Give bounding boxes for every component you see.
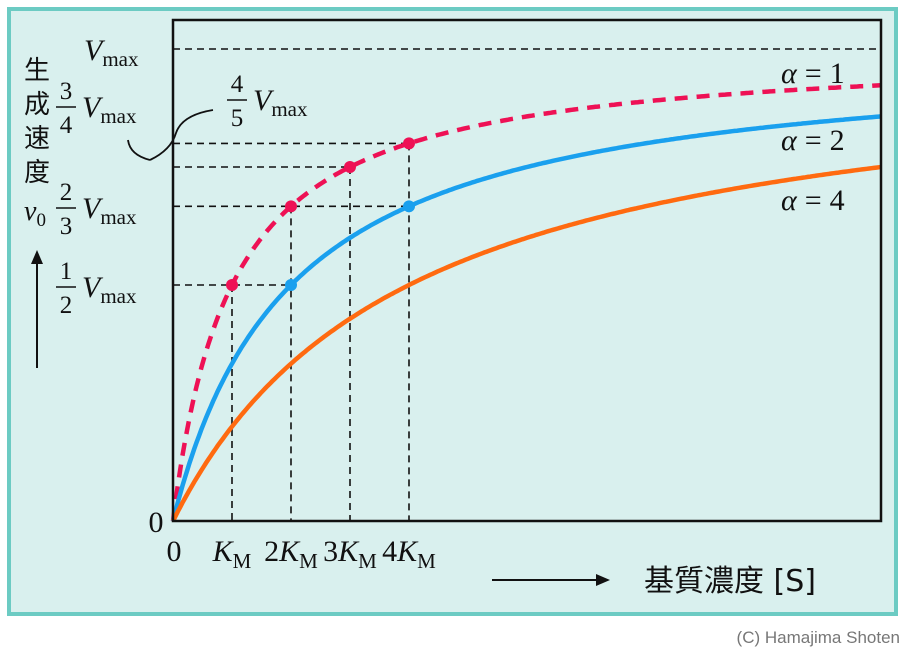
x-axis-arrow-head: [596, 574, 610, 586]
svg-text:Vmax: Vmax: [82, 271, 137, 308]
svg-text:4: 4: [60, 112, 73, 139]
chart-frame: [7, 7, 898, 616]
curves: [170, 83, 882, 523]
x-tick-label: 2KM: [264, 535, 318, 573]
x-tick-label: 4KM: [382, 535, 436, 573]
y-tick-label: Vmax: [84, 34, 139, 71]
data-point: [403, 200, 415, 213]
svg-text:1: 1: [60, 258, 73, 285]
x-tick-label: KM: [212, 535, 252, 573]
series-label-alpha-1: α = 1: [781, 57, 845, 90]
marked-points: [226, 137, 415, 291]
svg-text:4: 4: [231, 71, 244, 98]
svg-text:Vmax: Vmax: [84, 34, 139, 71]
plot-area: [171, 18, 883, 523]
series-label-alpha-4: α = 4: [781, 184, 845, 217]
copyright-text: (C) Hamajima Shoten: [736, 628, 900, 647]
y-tick-label: 3 4 Vmax: [56, 78, 137, 139]
y-axis-label-char: 生: [24, 56, 50, 86]
x-origin-label: 0: [167, 535, 182, 568]
data-point: [226, 279, 238, 291]
annotation-leader: [127, 139, 151, 161]
y-axis-label-char: 速: [24, 124, 50, 154]
curve-alpha-1: [170, 83, 882, 522]
data-point: [285, 279, 297, 291]
annotation-leader: [149, 109, 214, 161]
svg-text:Vmax: Vmax: [82, 91, 137, 128]
svg-text:2: 2: [60, 292, 73, 319]
x-tick-label: 3KM: [323, 535, 377, 573]
svg-text:3: 3: [60, 213, 73, 240]
y-origin-label: 0: [149, 506, 164, 539]
y-axis-label-char: 度: [24, 158, 50, 188]
data-point: [344, 161, 356, 173]
y-tick-label: 1 2 Vmax: [56, 258, 137, 319]
y-axis-label-char: 成: [24, 90, 50, 120]
y-axis-arrow-head: [31, 250, 43, 264]
series-label-alpha-2: α = 2: [781, 124, 845, 157]
y-axis-symbol: v0: [24, 196, 46, 231]
x-axis-label: 基質濃度 [S]: [644, 564, 816, 599]
svg-text:Vmax: Vmax: [82, 192, 137, 229]
data-point: [285, 200, 297, 213]
svg-text:Vmax: Vmax: [253, 84, 308, 121]
annotation-label: 4 5 Vmax: [227, 71, 308, 132]
svg-text:2: 2: [60, 179, 73, 206]
curve-alpha-2: [170, 114, 882, 522]
y-tick-label: 2 3 Vmax: [56, 179, 137, 240]
labels: 00 KM 2KM 3KM 4KM 1 2 Vmax 2 3 Vmax 3 4 Vmax Vmax 4 5 Vma…: [24, 34, 845, 599]
svg-text:5: 5: [231, 105, 244, 132]
svg-text:3: 3: [60, 78, 73, 105]
data-point: [403, 137, 415, 150]
curve-alpha-4: [170, 164, 882, 523]
